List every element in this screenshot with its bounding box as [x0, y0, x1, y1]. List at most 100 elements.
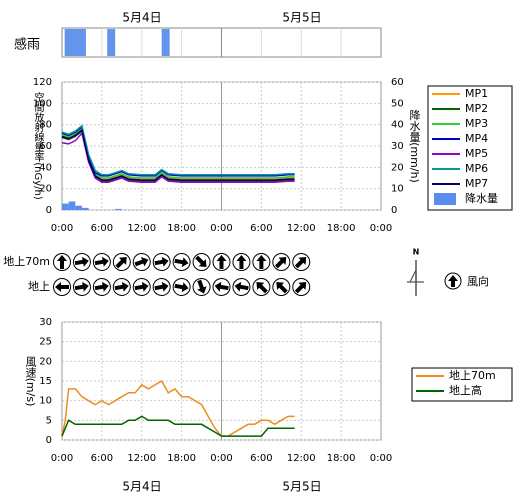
y2-tick-label: 20 [391, 162, 404, 173]
y2-tick-label: 50 [391, 98, 404, 109]
bar [62, 203, 69, 210]
wind-arrow [272, 253, 291, 271]
x-tick-label: 12:00 [127, 223, 156, 234]
y-tick-label: 80 [39, 120, 52, 131]
x-tick-label: 18:00 [167, 453, 196, 464]
wind-arrow [152, 253, 171, 271]
wind-arrow [232, 253, 251, 271]
date-label: 5月4日 [122, 11, 161, 25]
arrow-shape [154, 281, 169, 292]
x-tick-label: 18:00 [167, 223, 196, 234]
x-tick-label: 6:00 [91, 223, 113, 234]
arrow-shape [256, 255, 267, 269]
wind-arrow [172, 278, 191, 296]
arrow-shape [214, 281, 229, 292]
arrow-shape [216, 255, 227, 269]
y-tick-label: 10 [39, 396, 52, 407]
legend-box [427, 85, 513, 211]
y-tick-label: 15 [39, 376, 52, 387]
wind-arrow [132, 253, 151, 271]
x-tick-label: 0:00 [51, 223, 73, 234]
y-tick-label: 5 [46, 415, 52, 426]
wind-arrow [212, 253, 231, 271]
bar [75, 205, 82, 210]
wind-arrow [72, 278, 91, 296]
y-axis-title: 風速(m/s) [24, 356, 37, 407]
bar [68, 201, 76, 210]
legend-label: MP4 [465, 132, 488, 145]
y-tick-label: 25 [39, 337, 52, 348]
arrow-shape [134, 281, 149, 292]
y-tick-label: 20 [39, 184, 52, 195]
bar [81, 207, 89, 210]
north-label: N [413, 248, 420, 257]
x-tick-label: 12:00 [287, 223, 316, 234]
y2-tick-label: 30 [391, 141, 404, 152]
arrow-shape [74, 256, 89, 267]
legend-label: 地上高 [449, 383, 482, 397]
line [61, 415, 295, 437]
x-tick-label: 6:00 [91, 453, 113, 464]
wind-arrow [292, 278, 311, 296]
wind-arrow [172, 253, 191, 271]
y-tick-label: 60 [39, 141, 52, 152]
legend-swatch [434, 193, 456, 205]
legend-label: 降水量 [465, 191, 498, 205]
arrow-shape [57, 255, 67, 269]
y2-tick-label: 10 [391, 184, 404, 195]
y2-tick-label: 60 [391, 77, 404, 88]
date-label: 5月5日 [282, 480, 321, 494]
wind-arrow [112, 253, 131, 271]
line [61, 128, 295, 181]
row-label: 地上70m [3, 255, 50, 268]
wind-arrow [212, 278, 231, 296]
y-axis-title: 空間放射線量率(nGy/h) [32, 91, 44, 200]
legend-label: MP6 [465, 162, 488, 175]
legend-label: MP5 [465, 147, 488, 160]
wind-arrow [192, 253, 211, 271]
arrow-shape [94, 256, 109, 267]
arrow-shape [55, 282, 69, 292]
wind-arrow [53, 278, 71, 296]
y-tick-label: 120 [33, 77, 52, 88]
wind-arrow [132, 278, 151, 296]
arrow-shape [114, 281, 129, 292]
wind-arrow [92, 278, 111, 296]
x-tick-label: 12:00 [287, 453, 316, 464]
date-label: 5月5日 [282, 11, 321, 25]
arrow-shape [174, 257, 189, 268]
arrow-shape [294, 257, 307, 269]
arrow-shape [294, 282, 307, 294]
y-tick-label: 0 [46, 435, 52, 446]
arrow-shape [174, 282, 189, 293]
wind-arrow [53, 253, 71, 271]
line [61, 131, 295, 184]
wind-arrow [192, 278, 211, 296]
x-tick-label: 0:00 [51, 453, 73, 464]
wind-arrow [252, 278, 271, 296]
wind-arrow [72, 253, 91, 271]
arrow-shape [236, 255, 247, 269]
wind-arrow [152, 278, 171, 296]
arrow-shape [234, 281, 249, 292]
date-label: 5月4日 [122, 480, 161, 494]
wind-arrow [292, 253, 311, 271]
wind-arrow [272, 278, 291, 296]
x-tick-label: 6:00 [250, 453, 272, 464]
rain-label: 感雨 [14, 37, 40, 53]
x-tick-label: 6:00 [250, 223, 272, 234]
legend-label: MP3 [465, 117, 488, 130]
row-label: 地上 [28, 280, 50, 293]
y-tick-label: 100 [33, 98, 52, 109]
arrow-shape [74, 281, 89, 292]
line [61, 124, 295, 176]
wind-arrow [232, 278, 251, 296]
arrow-shape [154, 256, 169, 267]
y2-tick-label: 40 [391, 120, 404, 131]
bar [115, 208, 122, 210]
arrow-shape [94, 281, 109, 292]
x-tick-label: 18:00 [327, 223, 356, 234]
wind-legend-label: 風向 [467, 274, 489, 288]
legend-label: MP7 [465, 177, 488, 190]
arrow-shape [115, 257, 127, 269]
